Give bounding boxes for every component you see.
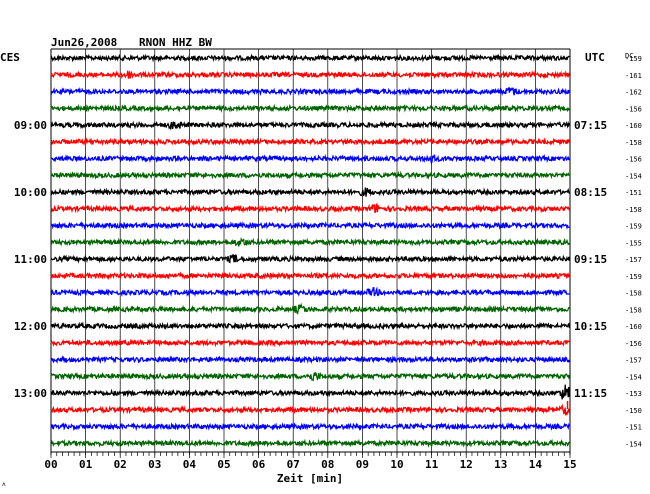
dc-offset-label: -156 xyxy=(625,340,642,348)
dc-offset-label: -154 xyxy=(625,373,642,381)
trace-row-8 xyxy=(50,187,571,197)
dc-offset-label: -151 xyxy=(625,189,642,197)
dc-offset-label: -150 xyxy=(625,407,642,415)
left-time-label: 12:00 xyxy=(14,320,47,333)
trace-row-9 xyxy=(50,202,571,214)
right-time-label: 10:15 xyxy=(574,320,607,333)
chart-station: RNON HHZ BW xyxy=(139,36,212,49)
trace-row-12 xyxy=(50,253,571,264)
x-tick-label: 01 xyxy=(79,458,93,471)
dc-offset-label: -156 xyxy=(625,156,642,164)
x-tick-label: 11 xyxy=(425,458,439,471)
dc-offset-label: -156 xyxy=(625,105,642,113)
left-time-label: 09:00 xyxy=(14,119,47,132)
trace-row-23 xyxy=(50,438,570,448)
dc-offset-label: -155 xyxy=(625,239,642,247)
dc-offset-label: -158 xyxy=(625,139,642,147)
trace-row-2 xyxy=(50,86,571,97)
x-tick-label: 05 xyxy=(217,458,230,471)
x-tick-label: 13 xyxy=(494,458,507,471)
trace-group xyxy=(50,53,571,448)
x-tick-label: 09 xyxy=(356,458,369,471)
dc-offset-label: -154 xyxy=(625,440,642,448)
trace-row-18 xyxy=(50,355,571,365)
right-time-label: 08:15 xyxy=(574,186,607,199)
trace-row-0 xyxy=(50,53,570,63)
left-time-label: 11:00 xyxy=(14,253,47,266)
trace-row-22 xyxy=(50,421,570,432)
x-tick-label: 02 xyxy=(114,458,127,471)
x-tick-label: 03 xyxy=(148,458,161,471)
dc-offset-label: -161 xyxy=(625,72,642,80)
x-tick-label: 06 xyxy=(252,458,266,471)
trace-row-20 xyxy=(50,384,571,400)
dc-offset-label: -158 xyxy=(625,206,642,214)
trace-row-6 xyxy=(50,153,571,165)
dc-offset-label: -151 xyxy=(625,424,642,432)
trace-row-5 xyxy=(50,137,571,147)
plot-grid xyxy=(50,48,571,458)
dc-offset-label: -160 xyxy=(625,323,642,331)
trace-row-15 xyxy=(50,302,570,315)
trace-row-21 xyxy=(50,403,571,416)
x-tick-label: 00 xyxy=(44,458,57,471)
left-timezone-label: CES xyxy=(0,51,20,64)
dc-offset-label: -159 xyxy=(625,273,642,281)
dc-offset-label: -159 xyxy=(625,223,642,231)
right-timezone-label: UTC xyxy=(585,51,605,64)
dc-offset-label: -154 xyxy=(625,172,642,180)
left-time-label: 13:00 xyxy=(14,387,47,400)
trace-row-3 xyxy=(50,103,570,113)
label-group: 00 01 02 03 04 05 06 07 08 09 10 11 12 13 14 15 -159 -161… xyxy=(14,55,642,471)
dc-label: DC xyxy=(625,52,633,60)
x-tick-label: 04 xyxy=(183,458,197,471)
right-time-label: 11:15 xyxy=(574,387,607,400)
trace-row-13 xyxy=(50,271,571,281)
left-time-label: 10:00 xyxy=(14,186,47,199)
trace-row-17 xyxy=(50,338,570,348)
trace-row-16 xyxy=(50,321,571,331)
trace-row-10 xyxy=(50,220,570,231)
x-tick-label: 08 xyxy=(321,458,334,471)
dc-offset-label: -162 xyxy=(625,89,642,97)
trace-row-19 xyxy=(50,371,571,382)
x-tick-label: 15 xyxy=(563,458,576,471)
trace-row-14 xyxy=(50,286,570,298)
dc-offset-label: -157 xyxy=(625,357,642,365)
trace-row-11 xyxy=(50,236,570,247)
dc-offset-label: -158 xyxy=(625,290,642,298)
right-time-label: 07:15 xyxy=(574,119,607,132)
chart-date: Jun26,2008 xyxy=(51,36,117,49)
right-time-label: 09:15 xyxy=(574,253,607,266)
dc-offset-label: -153 xyxy=(625,390,642,398)
dc-offset-label: -158 xyxy=(625,306,642,314)
trace-row-1 xyxy=(50,70,571,80)
dc-offset-label: -157 xyxy=(625,256,642,264)
x-axis-label: Zeit [min] xyxy=(277,472,343,485)
trace-row-4 xyxy=(50,120,571,131)
x-tick-label: 10 xyxy=(390,458,403,471)
dc-offset-label: -160 xyxy=(625,122,642,130)
dc-offset-label: -159 xyxy=(625,55,642,63)
corner-mark: ᴧ xyxy=(2,481,6,488)
x-tick-label: 14 xyxy=(529,458,543,471)
trace-row-7 xyxy=(50,170,570,180)
x-tick-label: 12 xyxy=(460,458,473,471)
x-tick-label: 07 xyxy=(287,458,300,471)
